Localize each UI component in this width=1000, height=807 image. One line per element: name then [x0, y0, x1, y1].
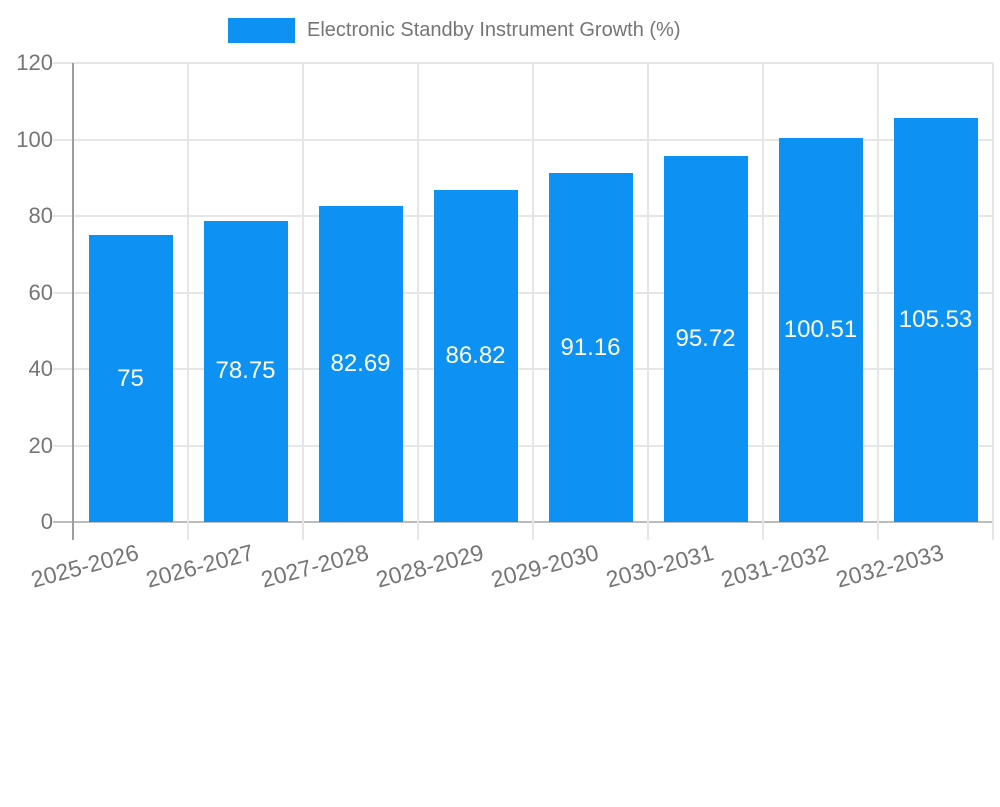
- legend: Electronic Standby Instrument Growth (%): [0, 0, 1000, 55]
- gridline-h: [53, 444, 993, 447]
- gridline-v: [417, 63, 419, 540]
- bar: 91.16: [548, 173, 633, 522]
- y-tick-label: 60: [28, 279, 53, 305]
- gridline-h: [53, 138, 993, 141]
- bar: 86.82: [433, 189, 518, 522]
- bar: 82.69: [318, 205, 403, 522]
- gridline-h: [53, 368, 993, 370]
- y-tick-label: 120: [16, 50, 53, 75]
- gridline-v: [762, 63, 764, 540]
- y-axis-line: [72, 63, 74, 540]
- gridline-h: [53, 291, 993, 294]
- y-tick-label: 20: [28, 432, 53, 458]
- y-tick-label: 100: [16, 126, 53, 152]
- bar-value-label: 95.72: [675, 324, 736, 352]
- bar: 75: [88, 235, 173, 522]
- bar: 100.51: [778, 137, 863, 522]
- x-axis-line: [53, 521, 993, 523]
- bar-value-label: 86.82: [445, 341, 506, 369]
- legend-swatch: [228, 18, 295, 43]
- bar-value-label: 91.16: [560, 333, 621, 361]
- bar: 95.72: [663, 155, 748, 522]
- bar: 78.75: [203, 220, 288, 522]
- y-tick-label: 40: [28, 356, 53, 381]
- gridline-v: [647, 63, 649, 540]
- gridline-v: [187, 63, 189, 540]
- y-tick-label: 80: [28, 203, 53, 228]
- bar-value-label: 105.53: [898, 306, 973, 334]
- plot-area: 0 20 40 60 80 100 120 75 2025-2026 78.75 2026-2027…: [16, 50, 994, 593]
- gridline-v: [532, 63, 534, 540]
- bar-value-label: 82.69: [330, 349, 391, 377]
- bar-value-label: 100.51: [783, 315, 858, 343]
- bar: 105.53: [893, 118, 978, 522]
- legend-label: Electronic Standby Instrument Growth (%): [307, 19, 681, 41]
- bar-value-label: 78.75: [215, 357, 276, 385]
- bar-chart: Electronic Standby Instrument Growth (%)…: [0, 0, 1000, 593]
- gridline-v: [992, 63, 994, 540]
- gridline-v: [877, 63, 879, 540]
- bar-value-label: 75: [117, 364, 144, 392]
- gridline-h: [53, 215, 993, 217]
- gridline-h: [53, 62, 993, 64]
- gridline-v: [302, 63, 304, 540]
- y-tick-label: 0: [40, 509, 53, 534]
